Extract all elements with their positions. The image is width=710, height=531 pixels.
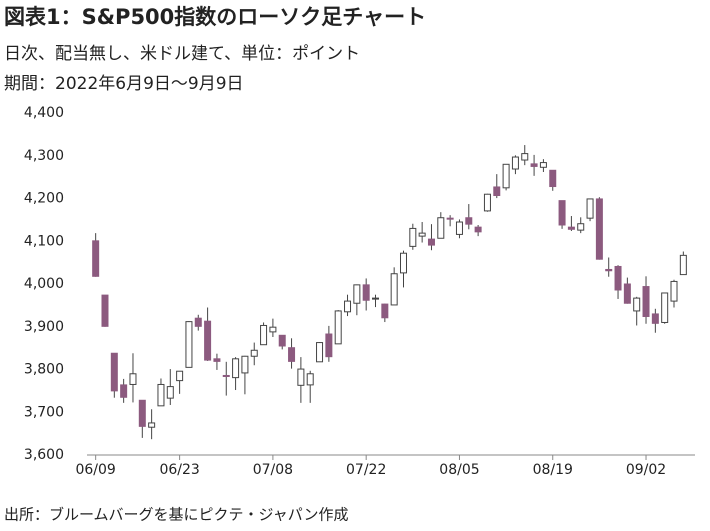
source-note: 出所：ブルームバーグを基にピクテ・ジャパン作成 — [4, 506, 349, 524]
candle-body — [222, 374, 230, 377]
y-tick-label: 4,400 — [24, 105, 64, 121]
candle-body — [586, 198, 594, 219]
y-tick-label: 4,300 — [24, 148, 64, 164]
x-tick-label: 09/02 — [626, 462, 666, 478]
candle-body — [185, 321, 193, 368]
candle-body — [278, 334, 286, 347]
candle-body — [679, 254, 687, 276]
x-tick-label: 06/09 — [75, 462, 115, 478]
candle-body — [110, 352, 118, 392]
candle-body — [101, 294, 109, 327]
candle-body — [661, 292, 669, 323]
candle-body — [502, 163, 510, 189]
y-tick-label: 3,700 — [24, 404, 64, 420]
candle-body — [120, 384, 128, 398]
candle-body — [642, 286, 650, 317]
candle-body — [306, 373, 314, 386]
candle-body — [399, 252, 407, 274]
candle-body — [511, 156, 519, 170]
candle-body — [474, 226, 482, 233]
y-tick-label: 4,200 — [24, 191, 64, 207]
candle-body — [148, 422, 156, 428]
candle-body — [129, 373, 137, 385]
candle-body — [651, 313, 659, 324]
candle-body — [92, 240, 100, 277]
candle-body — [595, 198, 603, 260]
candle-body — [670, 280, 678, 302]
x-tick-label: 07/08 — [253, 462, 293, 478]
candle-body — [390, 273, 398, 306]
candle-body — [166, 386, 174, 399]
candle-body — [176, 370, 184, 382]
candle-body — [427, 238, 435, 246]
candle-body — [288, 347, 296, 362]
candle-body — [325, 333, 333, 358]
candle-body — [549, 169, 557, 188]
chart-subtitle: 日次、配当無し、米ドル建て、単位：ポイント — [4, 44, 360, 64]
candle-body — [157, 383, 165, 407]
candle-body — [138, 399, 146, 427]
y-tick-label: 4,000 — [24, 276, 64, 292]
candle-body — [409, 227, 417, 247]
x-tick-label: 07/22 — [346, 462, 386, 478]
candle-body — [260, 324, 268, 346]
chart-subtitle: 期間：2022年6月9日～9月9日 — [4, 74, 244, 94]
candle-body — [194, 317, 202, 327]
candle-body — [232, 358, 240, 379]
candle-body — [455, 221, 463, 235]
y-tick-label: 3,900 — [24, 319, 64, 335]
candle-body — [297, 368, 305, 386]
candle-body — [577, 223, 585, 231]
candle-body — [633, 297, 641, 312]
candle-body — [213, 358, 221, 362]
x-tick-label: 08/19 — [533, 462, 573, 478]
candle-body — [353, 284, 361, 304]
candle-body — [530, 163, 538, 167]
x-tick-label: 08/05 — [439, 462, 479, 478]
y-tick-label: 3,800 — [24, 362, 64, 378]
candle-body — [493, 186, 501, 197]
x-tick-label: 06/23 — [159, 462, 199, 478]
candle-body — [316, 342, 324, 363]
candle-body — [623, 283, 631, 304]
candle-body — [204, 320, 212, 361]
candle-body — [465, 217, 473, 225]
candle-body — [418, 232, 426, 237]
candle-body — [381, 303, 389, 319]
candle-body — [344, 300, 352, 313]
candle-body — [521, 153, 529, 161]
y-tick-label: 3,600 — [24, 447, 64, 463]
candle-body — [614, 265, 622, 291]
candle-body — [241, 355, 249, 374]
candle-body — [362, 284, 370, 301]
candle-body — [446, 217, 454, 220]
candle-body — [372, 297, 380, 300]
candle-body — [437, 217, 445, 239]
candle-body — [605, 268, 613, 272]
candle-body — [539, 162, 547, 168]
candle-body — [483, 193, 491, 212]
chart-title: 図表1：S&P500指数のローソク足チャート — [4, 5, 426, 29]
candle-body — [567, 226, 575, 230]
candle-body — [334, 310, 342, 345]
candle-body — [269, 326, 277, 333]
candle-body — [558, 200, 566, 226]
y-tick-label: 4,100 — [24, 233, 64, 249]
candle-body — [250, 349, 258, 357]
